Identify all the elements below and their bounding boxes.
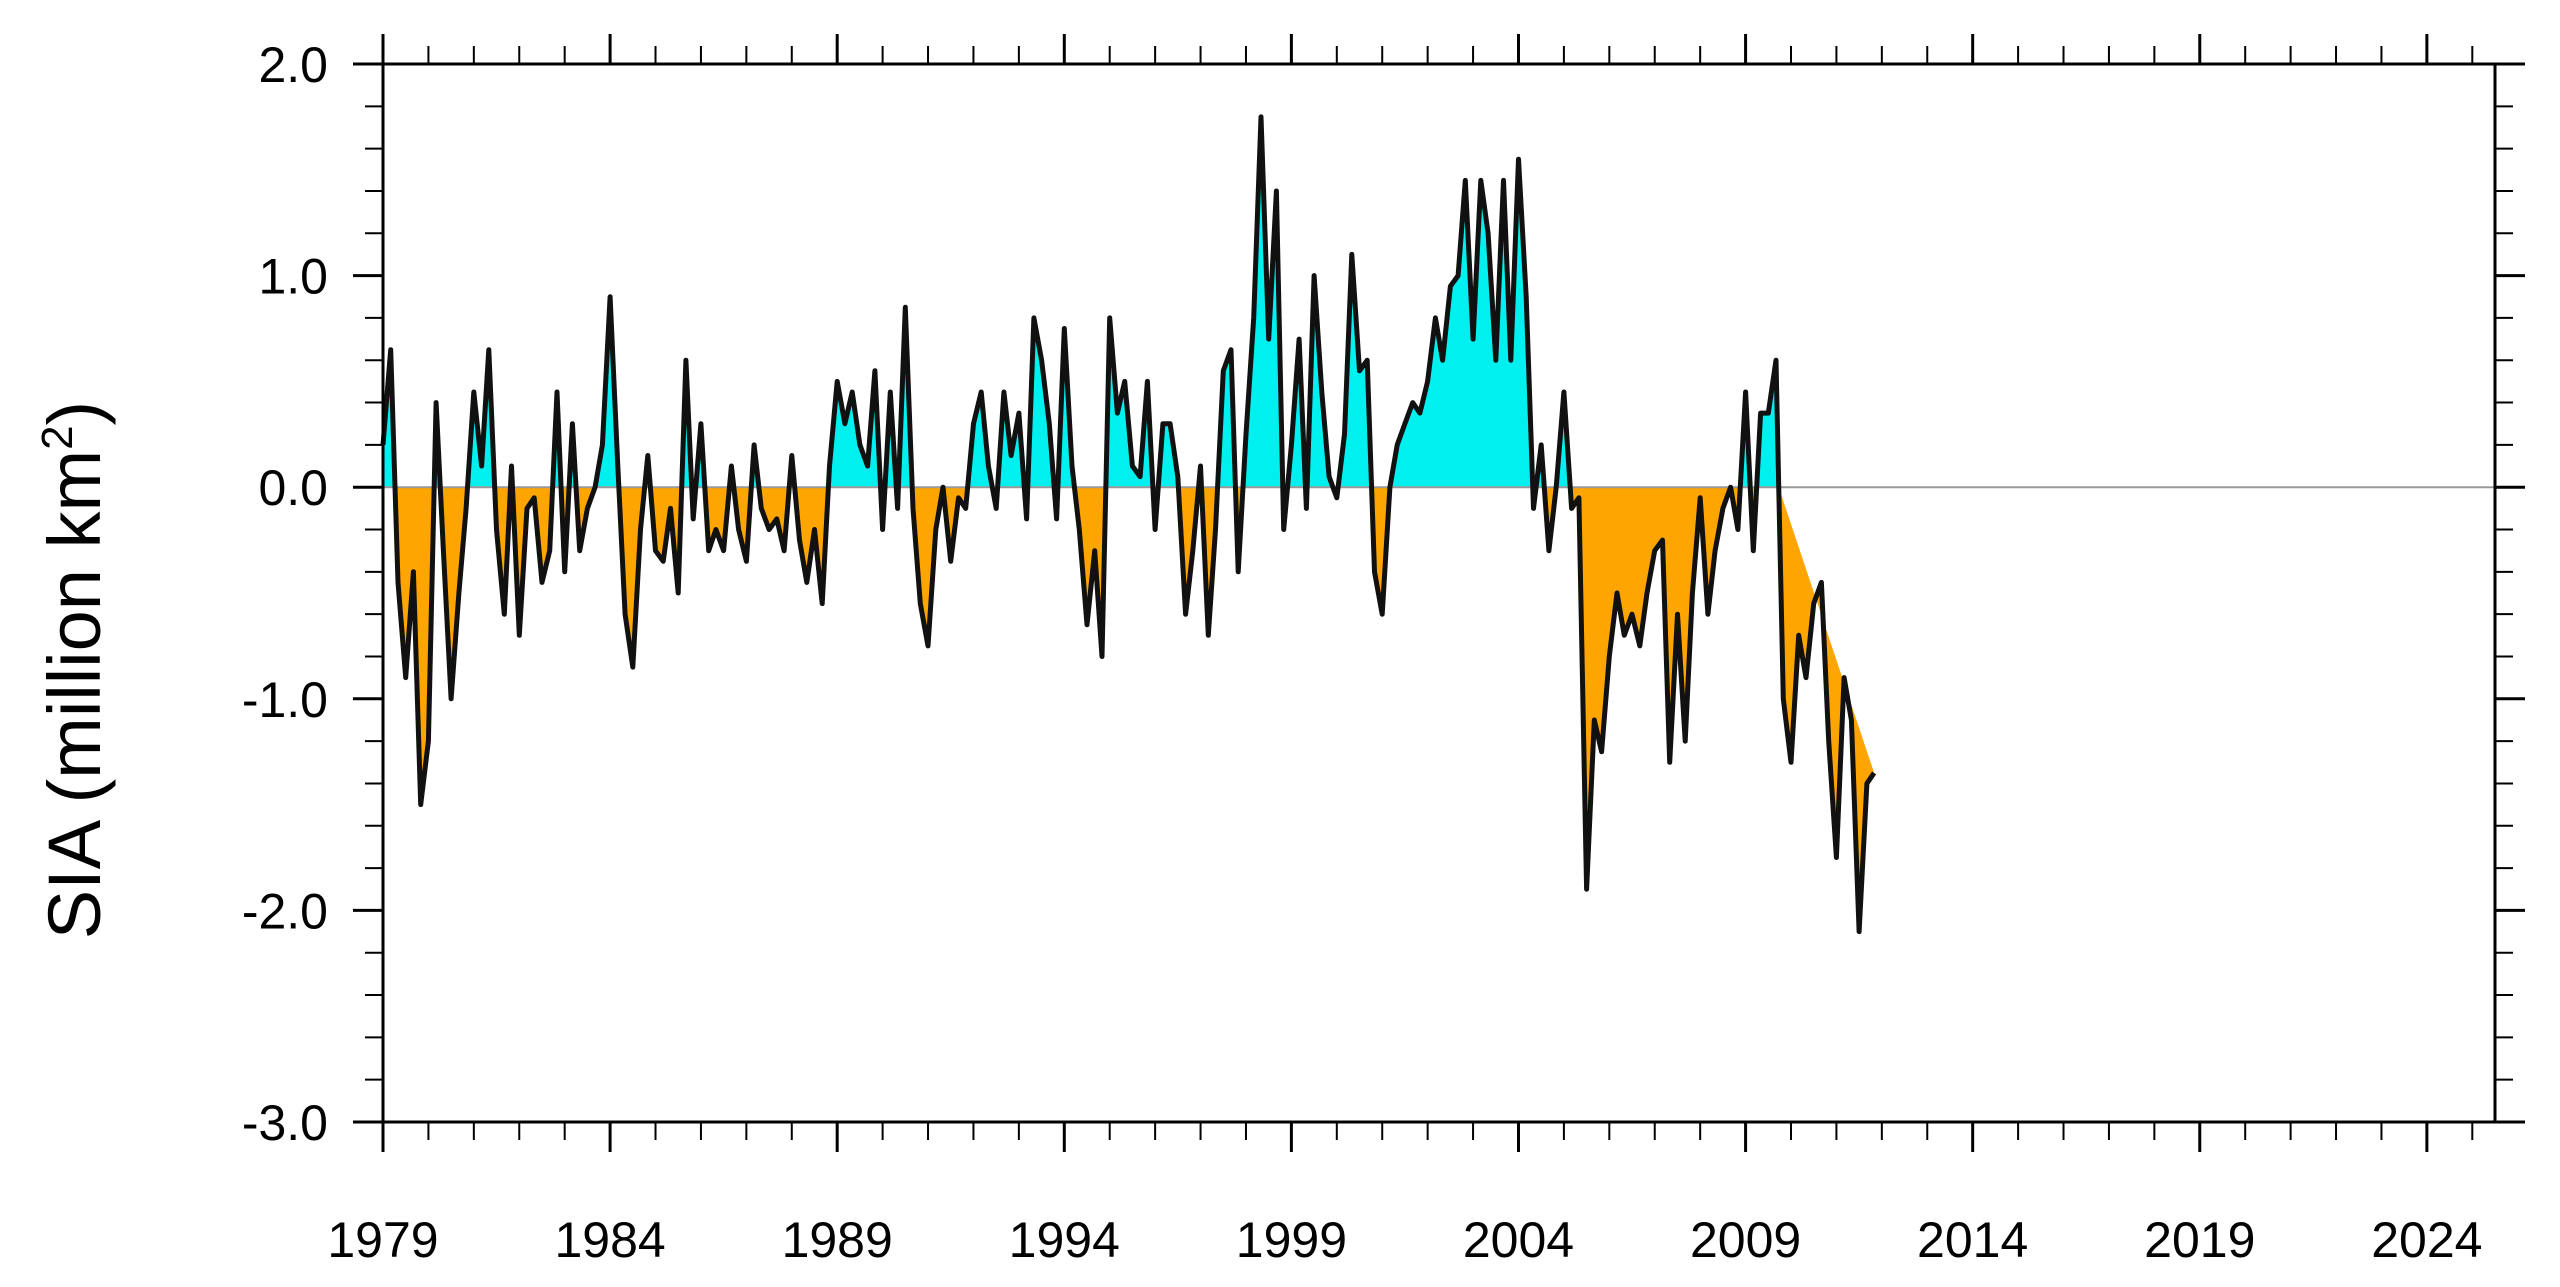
anomaly-fills [383, 116, 1875, 932]
y-tick-label: -3.0 [242, 1095, 328, 1151]
y-tick-label: -1.0 [242, 672, 328, 728]
negative-anomaly-area [440, 487, 468, 699]
plot-frame [381, 62, 2497, 1124]
negative-anomaly-area [1371, 487, 1390, 615]
x-tick-label: 2004 [1463, 1212, 1574, 1268]
positive-anomaly-area [1389, 159, 1533, 488]
negative-anomaly-area [512, 487, 553, 636]
series-line [380, 114, 1877, 935]
y-tick-label: -2.0 [242, 883, 328, 939]
x-tick-label: 1994 [1009, 1212, 1120, 1268]
axis-ticks [353, 34, 2525, 1152]
y-tick-label: 1.0 [258, 249, 328, 305]
x-tick-label: 1984 [554, 1212, 665, 1268]
positive-anomaly-area [1105, 317, 1153, 488]
positive-anomaly-area [828, 370, 881, 488]
y-tick-label: 2.0 [258, 37, 328, 93]
negative-anomaly-area [395, 487, 435, 805]
y-tick-labels: -3.0 -2.0 -1.0 0.0 1.0 2.0 [242, 37, 328, 1151]
x-tick-label: 1989 [782, 1212, 893, 1268]
x-tick-label: 2024 [2371, 1212, 2482, 1268]
y-axis-title: SIA (million km2) [33, 401, 116, 939]
positive-anomaly-area [1243, 116, 1283, 488]
negative-anomaly-area [1570, 487, 1731, 890]
x-tick-label: 2019 [2144, 1212, 2255, 1268]
y-tick-label: 0.0 [258, 460, 328, 516]
x-tick-label: 1979 [327, 1212, 438, 1268]
x-tick-label: 2014 [1917, 1212, 2028, 1268]
x-tick-label: 1999 [1236, 1212, 1347, 1268]
negative-anomaly-area [1778, 487, 1875, 932]
x-tick-label: 2009 [1690, 1212, 1801, 1268]
x-tick-labels: 1979 1984 1989 1994 1999 2004 2009 2014 2019 2024 [327, 1212, 2482, 1268]
